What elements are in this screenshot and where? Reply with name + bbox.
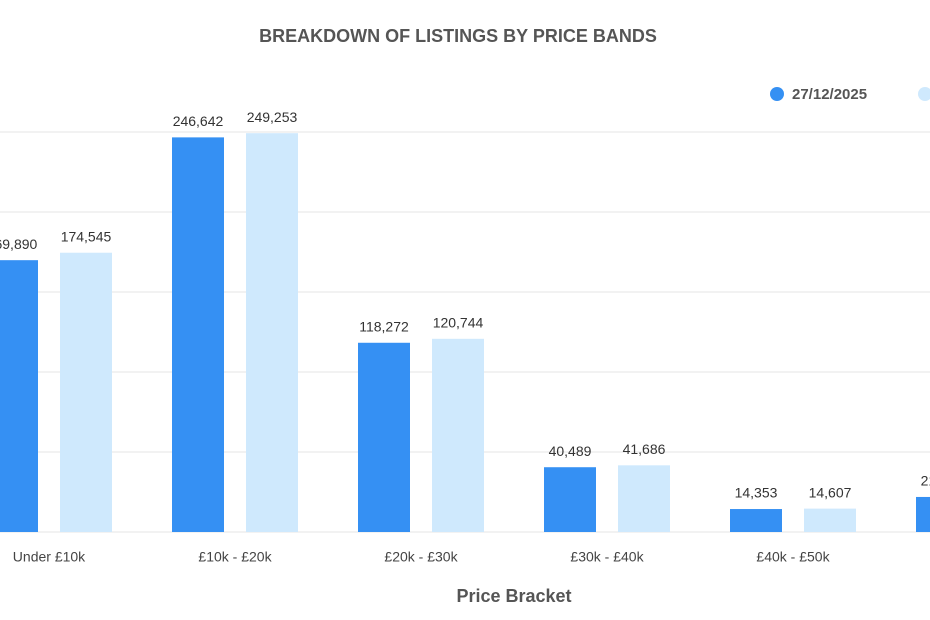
x-tick-label: £30k - £40k xyxy=(570,549,644,565)
x-tick-label: £20k - £30k xyxy=(384,549,458,565)
bar xyxy=(730,509,782,532)
x-axis-title: Price Bracket xyxy=(456,586,571,606)
bar xyxy=(358,342,410,532)
legend-marker xyxy=(770,87,784,101)
x-tick-label: £10k - £20k xyxy=(198,549,272,565)
x-tick-label: Under £10k xyxy=(13,549,86,565)
value-label: 169,890 xyxy=(0,236,38,252)
bar xyxy=(172,137,224,532)
bar xyxy=(804,508,856,532)
value-label: 41,686 xyxy=(623,441,666,457)
value-label: 14,607 xyxy=(809,484,852,500)
value-label: 249,253 xyxy=(247,109,298,125)
value-label: 120,744 xyxy=(433,315,484,331)
bar xyxy=(60,252,112,532)
value-label: 118,272 xyxy=(359,318,409,334)
bar xyxy=(432,338,484,532)
value-label: 14,353 xyxy=(735,485,778,501)
bar xyxy=(618,465,670,532)
x-tick-label: £40k - £50k xyxy=(756,549,830,565)
chart-title: BREAKDOWN OF LISTINGS BY PRICE BANDS xyxy=(259,26,657,46)
bar xyxy=(916,496,930,532)
value-label: 40,489 xyxy=(549,443,592,459)
value-label: 246,642 xyxy=(173,113,224,129)
bar xyxy=(0,260,38,532)
legend-label: 27/12/2025 xyxy=(792,86,867,103)
bar xyxy=(544,467,596,532)
bar xyxy=(246,133,298,533)
value-label: 174,545 xyxy=(61,228,112,244)
legend-marker xyxy=(918,87,930,101)
value-label: 21,900 xyxy=(921,473,930,489)
